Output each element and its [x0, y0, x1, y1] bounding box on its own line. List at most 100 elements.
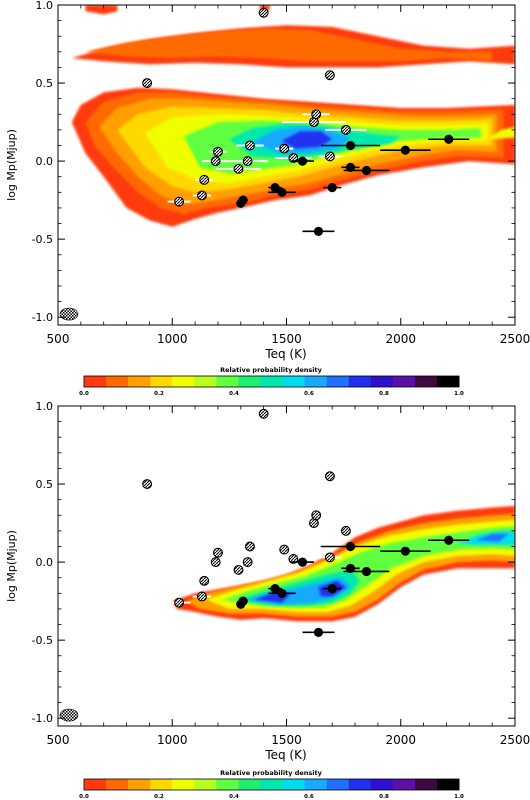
top-ytick-label: -0.5 [32, 233, 53, 246]
top-planet-hatched [213, 146, 223, 157]
bottom-xtick-label: 1500 [271, 733, 302, 747]
bottom-planet-hatched [174, 597, 185, 608]
bottom-ytick-label: 1.0 [36, 400, 54, 413]
bottom-density-map [172, 505, 515, 622]
bottom-planet-hatched [279, 544, 290, 555]
top-colorbar-swatch [370, 376, 394, 387]
top-planet-filled [313, 226, 324, 236]
bottom-colorbar-swatch [282, 779, 306, 790]
top-colorbar-swatch [84, 376, 107, 387]
top-colorbar-tick-label: 0.2 [154, 391, 164, 397]
top-colorbar-tick-label: 0.6 [304, 391, 314, 397]
bottom-colorbar-swatch [172, 779, 195, 790]
top-planet-hatched [244, 140, 255, 151]
bottom-colorbar-swatch [436, 779, 460, 790]
bottom-planets [59, 408, 470, 722]
bottom-ylabel: log Mp(Mjup) [5, 530, 18, 602]
top-colorbar-swatch [436, 376, 460, 387]
top-colorbar-tick-label: 0.0 [79, 391, 89, 397]
top-density-map [71, 5, 515, 227]
top-planet-filled [444, 134, 454, 144]
bottom-colorbar-swatch [392, 779, 416, 790]
bottom-ytick-label: -1.0 [32, 712, 53, 725]
top-planet-filled [277, 187, 287, 197]
top-planet-filled [238, 195, 248, 205]
top-xlabel: Teq (K) [264, 347, 306, 361]
bottom-colorbar-swatch [304, 779, 328, 790]
bottom-colorbar-swatch [238, 779, 261, 790]
top-planet-hatched [279, 143, 290, 154]
bottom-density-level-7 [476, 534, 509, 542]
top-colorbar-swatch [326, 376, 350, 387]
bottom-colorbar-swatch [326, 779, 350, 790]
bottom-colorbar-swatch [194, 779, 217, 790]
top-colorbar-swatch [106, 376, 129, 387]
top-xtick-label: 500 [47, 332, 70, 346]
bottom-planet-hatched [258, 408, 269, 419]
top-planet-hatched [233, 163, 244, 174]
bottom-colorbar: Relative probability density 0.0 0.2 0.4 0.… [79, 769, 464, 800]
top-ylabel: log Mp(Mjup) [5, 129, 18, 201]
top-planet-filled [327, 183, 337, 193]
top-colorbar-tick-label: 0.8 [379, 391, 389, 397]
bottom-planet-hatched [288, 554, 299, 564]
bottom-colorbar-swatch [348, 779, 372, 790]
bottom-xtick-label: 500 [47, 733, 70, 747]
bottom-planet-filled [327, 584, 337, 594]
top-axes: 500 1000 1500 2000 2500 -1.0 -0.5 0.0 0.5 1.0 [32, 0, 530, 346]
top-planet-filled [345, 162, 356, 172]
top-colorbar-swatch [238, 376, 261, 387]
bottom-planet-filled [297, 557, 308, 567]
top-colorbar-swatch [392, 376, 416, 387]
top-colorbar-tick-label: 1.0 [454, 391, 464, 397]
top-planet-filled [400, 145, 410, 155]
bottom-planet-hatched [199, 575, 210, 586]
bottom-colorbar-tick-label: 1.0 [454, 794, 464, 800]
bottom-colorbar-tick-label: 0.4 [229, 794, 239, 800]
bottom-planet-hatched [210, 557, 221, 568]
bottom-colorbar-frame [83, 778, 460, 791]
top-colorbar-swatch [216, 376, 239, 387]
bottom-planet-filled [400, 546, 410, 556]
bottom-xtick-label: 2000 [385, 733, 416, 747]
top-planet-filled [270, 183, 280, 193]
bottom-colorbar-swatch [260, 779, 284, 790]
bottom-colorbar-swatch [106, 779, 129, 790]
bottom-panel: 500 1000 1500 2000 2500 -1.0 -0.5 0.0 0.5 1.0 Teq… [5, 400, 530, 762]
bottom-planet-hatched [324, 552, 335, 563]
bottom-colorbar-swatches [83, 778, 460, 791]
bottom-axes: 500 1000 1500 2000 2500 -1.0 -0.5 0.0 0.5 1.0 [32, 400, 530, 747]
top-planet-filled [361, 165, 372, 176]
top-beam-ellipse [59, 307, 79, 321]
bottom-colorbar-tick-label: 0.0 [79, 794, 89, 800]
top-colorbar-swatch [348, 376, 372, 387]
bottom-colorbar-tick-label: 0.6 [304, 794, 314, 800]
bottom-colorbar-tick-label: 0.2 [154, 794, 164, 800]
bottom-planet-hatched [324, 471, 335, 482]
bottom-planet-hatched [311, 510, 322, 521]
top-planet-filled [297, 156, 308, 166]
bottom-colorbar-swatch [150, 779, 173, 790]
top-planet-hatched [199, 174, 210, 185]
top-xtick-label: 1000 [157, 332, 188, 346]
top-planets [59, 7, 470, 321]
top-colorbar-swatch [194, 376, 217, 387]
top-density-level-12 [281, 131, 333, 149]
bottom-colorbar-swatch [370, 779, 394, 790]
top-colorbar-swatch [150, 376, 173, 387]
bottom-ytick-label: 0.5 [36, 478, 54, 491]
bottom-xtick-label: 2500 [500, 733, 530, 747]
top-colorbar: Relative probability density 0.0 0.2 0.4 0.… [79, 366, 464, 397]
top-colorbar-swatch [304, 376, 328, 387]
top-planet-hatched [324, 70, 335, 81]
top-planet-hatched [340, 124, 351, 135]
bottom-colorbar-ticks: 0.0 0.2 0.4 0.6 0.8 1.0 [79, 794, 464, 800]
top-planet-hatched [174, 196, 185, 207]
bottom-planet-hatched [213, 547, 223, 558]
top-colorbar-title: Relative probability density [220, 366, 322, 374]
bottom-ytick-label: 0.0 [36, 556, 54, 569]
top-ytick-label: 0.5 [36, 77, 54, 90]
bottom-planet-filled [345, 563, 356, 573]
top-planet-hatched [197, 190, 207, 201]
